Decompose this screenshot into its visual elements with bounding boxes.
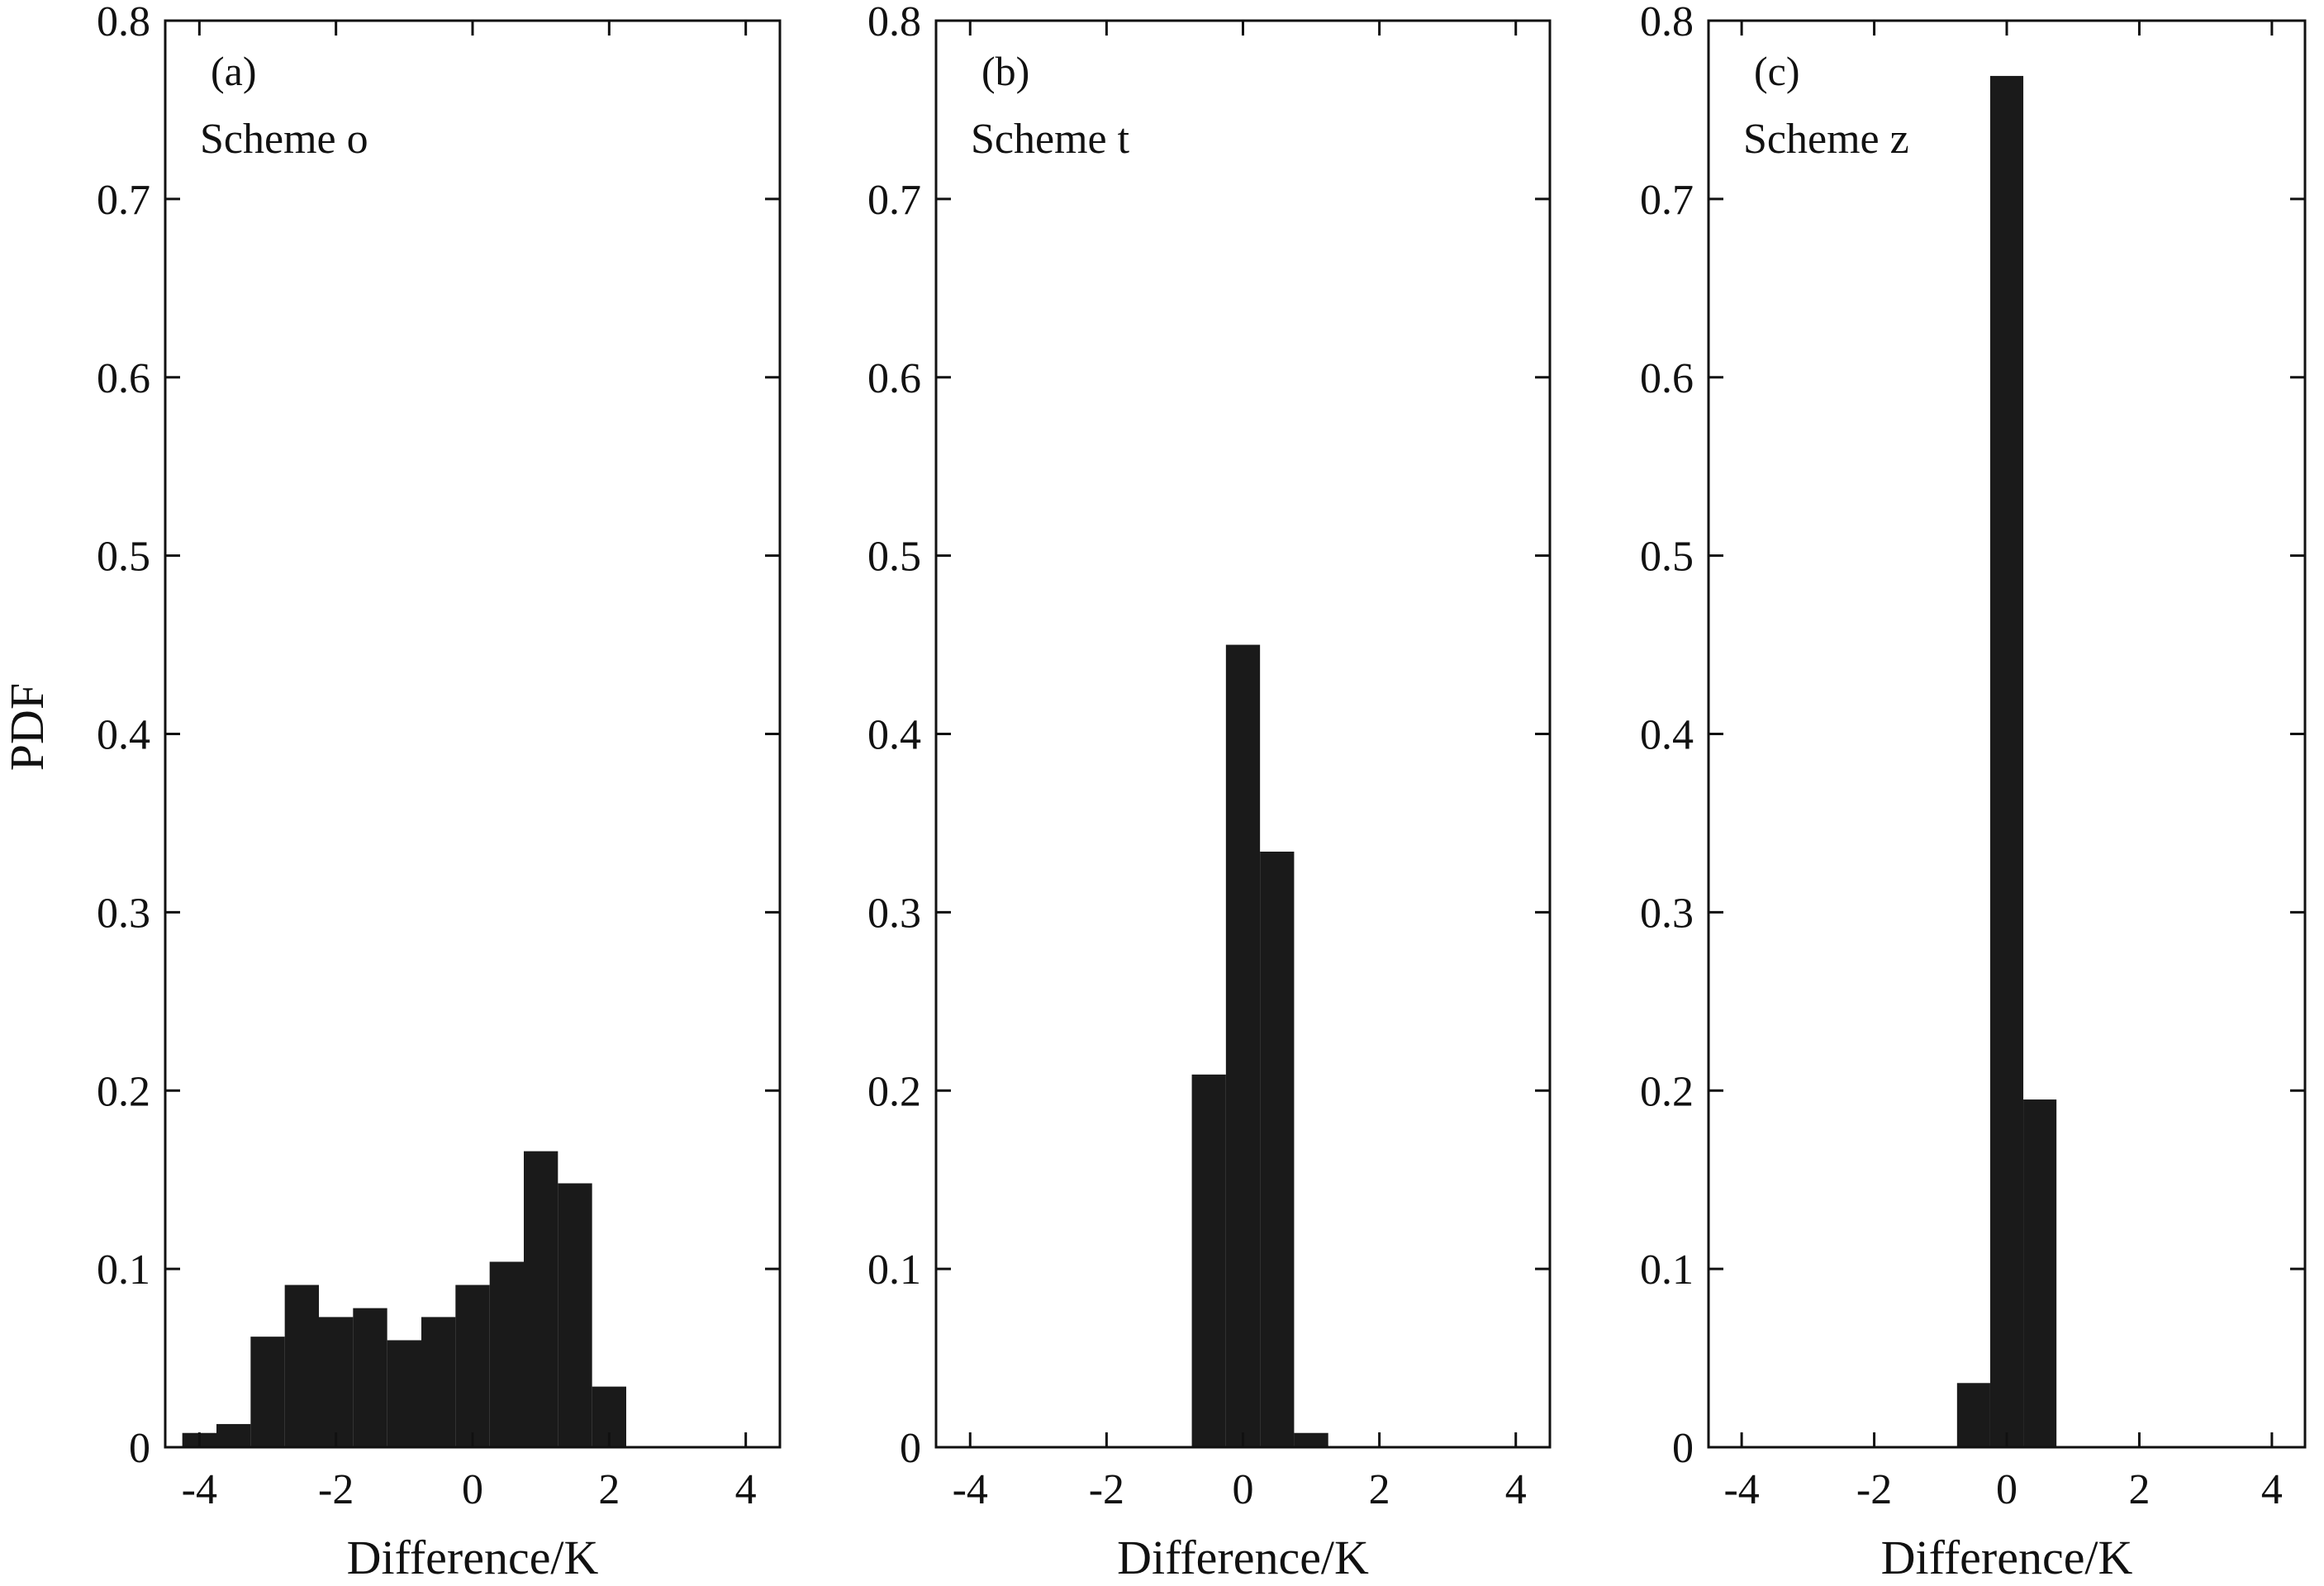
histogram-bar [455, 1284, 490, 1447]
x-tick-label: 4 [2261, 1466, 2283, 1513]
panel-a: 0 0.1 0.2 0.3 0.4 0.5 0.6 0.7 0.8 -4 -2 0 2 4 Differen… [97, 0, 782, 1584]
histogram-bar [489, 1261, 524, 1447]
x-tick-label: 0 [462, 1466, 483, 1513]
x-tick-label: 4 [1505, 1466, 1527, 1513]
y-tick-label: 0.5 [1640, 534, 1694, 581]
y-tick-label: 0.6 [867, 355, 921, 402]
scheme-label: Scheme o [200, 116, 368, 163]
y-tick-label: 0.3 [1640, 890, 1694, 937]
y-tick-label: 0.8 [97, 0, 150, 45]
x-tick-label: 0 [1996, 1466, 2017, 1513]
panel-c: 0 0.1 0.2 0.3 0.4 0.5 0.6 0.7 0.8 -4 -2 0 2 4 Differen… [1640, 0, 2307, 1584]
y-tick-label: 0.6 [97, 355, 150, 402]
x-tick-label: -2 [1089, 1466, 1124, 1513]
x-tick-label: -2 [318, 1466, 354, 1513]
y-tick-label: 0.4 [97, 712, 150, 759]
panel-label: (c) [1754, 48, 1800, 94]
y-tick-label: 0.5 [97, 534, 150, 581]
x-tick-label: 2 [598, 1466, 620, 1513]
y-tick-label: 0.2 [1640, 1068, 1694, 1115]
histogram-bar [216, 1423, 251, 1447]
histogram-bar [1225, 644, 1261, 1447]
panel-label: (a) [211, 48, 257, 94]
histogram-bar [1260, 851, 1295, 1447]
y-tick-label: 0.5 [867, 534, 921, 581]
y-tick-label: 0.8 [867, 0, 921, 45]
histogram-bar [319, 1317, 354, 1447]
histogram-bar [387, 1340, 421, 1447]
y-tick-label: 0.3 [97, 890, 150, 937]
x-tick-label: 4 [735, 1466, 757, 1513]
x-tick-label: -2 [1856, 1466, 1892, 1513]
histogram-bar [353, 1308, 387, 1447]
y-tick-label: 0.1 [867, 1246, 921, 1294]
x-tick-label: 2 [1369, 1466, 1390, 1513]
x-tick-label: -4 [182, 1466, 217, 1513]
histogram-bar [558, 1183, 592, 1447]
y-tick-label: 0.3 [867, 890, 921, 937]
y-tick-label: 0.4 [867, 712, 921, 759]
histogram-bar [1191, 1074, 1226, 1447]
scheme-label: Scheme t [971, 116, 1130, 163]
scheme-label: Scheme z [1743, 116, 1909, 163]
x-axis-title: Difference/K [1117, 1531, 1369, 1584]
histogram-bar [524, 1151, 558, 1447]
x-tick-label: -4 [1723, 1466, 1759, 1513]
y-tick-label: 0.1 [97, 1246, 150, 1294]
y-tick-label: 0.8 [1640, 0, 1694, 45]
histogram-bar [421, 1317, 456, 1447]
x-tick-label: 0 [1233, 1466, 1254, 1513]
x-axis-title: Difference/K [1881, 1531, 2133, 1584]
x-tick-label: -4 [953, 1466, 988, 1513]
panel-label: (b) [981, 48, 1029, 94]
histogram-bar [250, 1337, 285, 1447]
y-tick-label: 0.2 [867, 1068, 921, 1115]
y-tick-label: 0.1 [1640, 1246, 1694, 1294]
y-tick-label: 0 [129, 1425, 150, 1472]
y-axis-title: PDF [0, 683, 54, 771]
y-tick-label: 0.2 [97, 1068, 150, 1115]
y-tick-label: 0.7 [97, 177, 150, 224]
y-tick-label: 0.4 [1640, 712, 1694, 759]
y-tick-label: 0 [1672, 1425, 1694, 1472]
x-axis-title: Difference/K [347, 1531, 599, 1584]
panel-b: 0 0.1 0.2 0.3 0.4 0.5 0.6 0.7 0.8 -4 -2 0 2 4 Differen… [867, 0, 1552, 1584]
histogram-bar [1989, 75, 2024, 1447]
y-tick-label: 0.7 [867, 177, 921, 224]
y-tick-label: 0.6 [1640, 355, 1694, 402]
x-tick-label: 2 [2128, 1466, 2150, 1513]
y-tick-label: 0.7 [1640, 177, 1694, 224]
histogram-bar [284, 1284, 319, 1447]
histogram-bar [1956, 1383, 1990, 1447]
plot-frame [164, 19, 782, 1449]
histogram-bar [2023, 1099, 2057, 1447]
y-tick-label: 0 [900, 1425, 921, 1472]
histogram-bar [1294, 1432, 1328, 1447]
